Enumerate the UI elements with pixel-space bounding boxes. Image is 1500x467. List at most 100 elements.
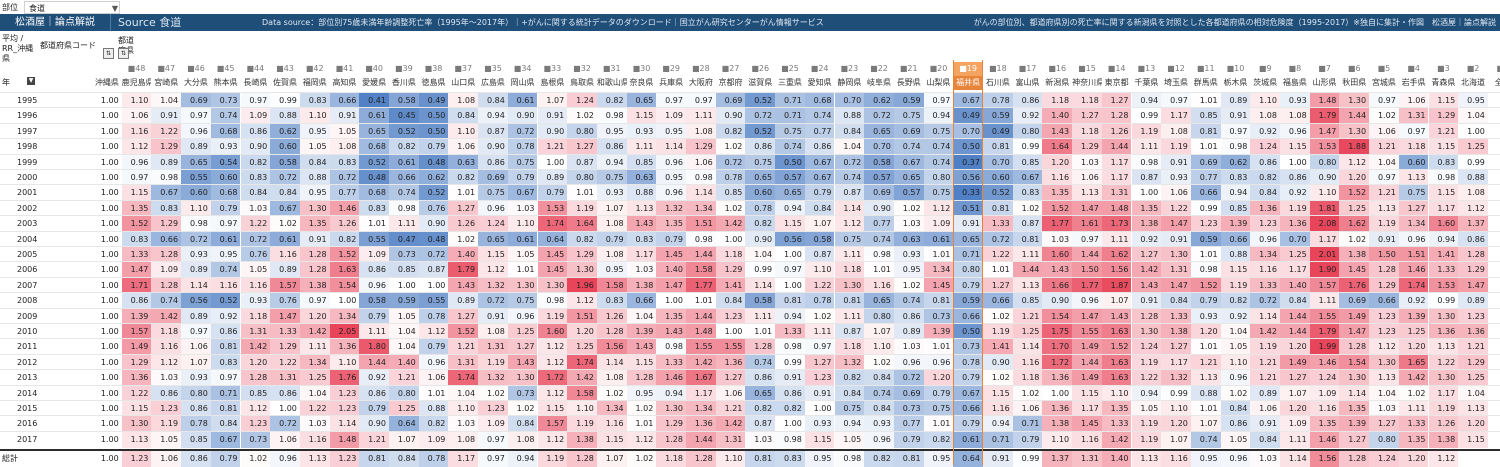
pref-name-7[interactable]: 福岡県 [302, 78, 327, 87]
sort-button-pref[interactable]: ⇅ [118, 48, 129, 59]
pref-name-11[interactable]: 徳島県 [421, 78, 446, 87]
pref-name-33[interactable]: 神奈川県 [1072, 78, 1102, 87]
value-cell: 1.44 [686, 431, 716, 448]
pref-name-22[interactable]: 滋賀県 [748, 78, 773, 87]
pref-name-31[interactable]: 富山県 [1015, 78, 1040, 87]
pref-name-41[interactable]: 山形県 [1312, 78, 1337, 87]
value-cell: 1.34 [686, 200, 716, 217]
pref-name-3[interactable]: 大分県 [183, 78, 208, 87]
pref-name-24[interactable]: 愛知県 [807, 78, 832, 87]
value-cell: 0.83 [1428, 154, 1459, 171]
value-cell: 1.40 [389, 354, 419, 371]
pref-name-0[interactable]: 沖縄県 [94, 78, 119, 87]
value-cell: 0.91 [151, 108, 182, 125]
pref-name-5[interactable]: 長崎県 [243, 78, 268, 87]
value-cell: 1.56 [596, 339, 627, 356]
pref-name-4[interactable]: 熊本県 [213, 78, 238, 87]
pref-name-18[interactable]: 奈良県 [629, 78, 654, 87]
value-cell: 1.05 [834, 431, 865, 448]
pref-name-14[interactable]: 岡山県 [510, 78, 535, 87]
value-cell: 0.94 [1220, 185, 1251, 202]
pref-name-17[interactable]: 和歌山県 [596, 78, 627, 87]
value-cell: 1.33 [656, 354, 686, 371]
value-cell: 0.86 [893, 308, 924, 325]
value-cell: 1.32 [656, 200, 686, 217]
value-cell: 1.13 [121, 431, 152, 448]
value-cell: 1.09 [1280, 416, 1310, 433]
value-cell: 1.40 [448, 247, 479, 263]
value-cell: 1.45 [1339, 262, 1370, 279]
pref-name-42[interactable]: 秋田県 [1342, 78, 1367, 87]
pref-name-15[interactable]: 島根県 [540, 78, 565, 87]
value-cell: 1.33 [1161, 308, 1191, 325]
value-cell: 1.19 [537, 308, 568, 325]
pref-name-8[interactable]: 高知県 [332, 78, 357, 87]
value-cell: 1.19 [1250, 339, 1280, 356]
value-cell: 1.79 [1309, 108, 1340, 125]
pref-name-37[interactable]: 群馬県 [1193, 78, 1218, 87]
value-cell: 1.87 [1101, 277, 1132, 294]
value-cell: 0.79 [923, 385, 954, 402]
pref-name-26[interactable]: 岐阜県 [867, 78, 892, 87]
value-cell: 1.03 [1072, 154, 1102, 171]
sort-button-code[interactable]: ⇅ [103, 48, 114, 59]
value-cell: 1.44 [359, 354, 389, 371]
value-cell: 1.10 [1220, 354, 1251, 371]
value-cell: 1.47 [1458, 277, 1488, 294]
pref-name-40[interactable]: 福島県 [1282, 78, 1307, 87]
pref-name-2[interactable]: 宮崎県 [154, 78, 179, 87]
pref-name-1[interactable]: 鹿児島県 [121, 78, 152, 87]
pref-name-43[interactable]: 宮城県 [1371, 78, 1396, 87]
pref-name-47[interactable]: 全国 [1494, 78, 1500, 87]
value-cell: 0.81 [834, 293, 865, 310]
value-cell: 0.55 [359, 231, 389, 248]
value-cell: 1.21 [448, 339, 479, 356]
pref-name-28[interactable]: 山梨県 [926, 78, 951, 87]
pref-name-16[interactable]: 鳥取県 [570, 78, 595, 87]
filter-icon[interactable]: ▼ [111, 4, 118, 13]
value-cell: 1.00 [92, 108, 122, 125]
year-cell: 2015 [17, 404, 38, 413]
value-cell: 1.01 [359, 216, 389, 233]
pref-name-25[interactable]: 静岡県 [837, 78, 862, 87]
year-cell: 2013 [17, 373, 38, 383]
value-cell: 1.34 [329, 308, 360, 325]
pref-name-30[interactable]: 石川県 [985, 78, 1010, 87]
pref-name-46[interactable]: 北海道 [1461, 78, 1486, 87]
pref-name-20[interactable]: 大阪府 [688, 78, 713, 87]
pref-name-12[interactable]: 山口県 [451, 78, 476, 87]
value-cell: 1.19 [1131, 416, 1162, 433]
pref-name-13[interactable]: 広島県 [480, 78, 505, 87]
pref-name-38[interactable]: 栃木県 [1223, 78, 1248, 87]
value-cell: 1.07 [1280, 385, 1310, 402]
value-cell: 0.82 [1220, 293, 1251, 310]
pref-name-36[interactable]: 埼玉県 [1164, 78, 1189, 87]
pref-name-27[interactable]: 長野県 [896, 78, 921, 87]
pref-name-21[interactable]: 京都府 [718, 78, 743, 87]
pref-name-35[interactable]: 千葉県 [1134, 78, 1159, 87]
pref-name-19[interactable]: 兵庫県 [659, 78, 684, 87]
value-cell: 0.76 [270, 293, 300, 310]
value-cell: 0.85 [1012, 293, 1043, 310]
pref-name-39[interactable]: 茨城県 [1253, 78, 1278, 87]
pref-name-6[interactable]: 佐賀県 [273, 78, 298, 87]
value-cell: 0.91 [537, 108, 568, 125]
pref-name-45[interactable]: 青森県 [1431, 78, 1456, 87]
year-dropdown-icon[interactable]: ▼ [27, 77, 35, 85]
pref-name-29[interactable]: 福井県 [953, 76, 983, 90]
filter-dropdown[interactable]: 食道 ▼ [24, 1, 120, 14]
value-cell: 0.93 [1280, 93, 1310, 109]
pref-name-9[interactable]: 愛媛県 [362, 78, 387, 87]
value-cell: 1.41 [983, 339, 1013, 356]
pref-name-34[interactable]: 東京都 [1104, 78, 1129, 87]
pref-code-32: ■15 [1078, 64, 1096, 73]
pref-name-23[interactable]: 三重県 [777, 78, 802, 87]
value-cell: 1.21 [1458, 339, 1488, 356]
value-cell: 1.02 [1220, 385, 1251, 402]
pref-name-10[interactable]: 香川県 [391, 78, 416, 87]
value-cell: 1.14 [686, 185, 716, 202]
pref-name-32[interactable]: 新潟県 [1045, 78, 1070, 87]
pref-name-44[interactable]: 岩手県 [1401, 78, 1426, 87]
value-cell: 0.96 [359, 277, 389, 294]
value-cell: 1.00 [92, 247, 122, 263]
